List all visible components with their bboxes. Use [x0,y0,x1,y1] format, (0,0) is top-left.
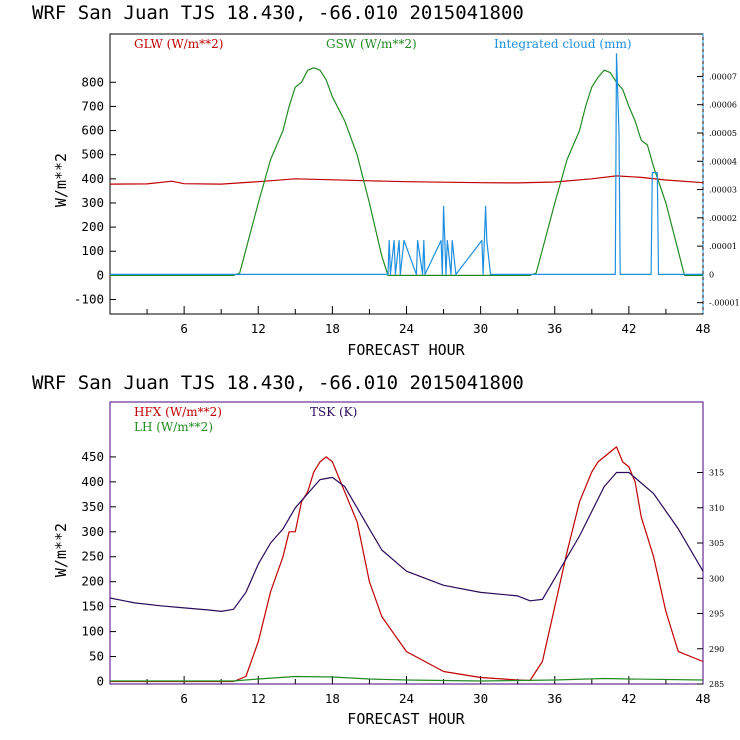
x-tick-label: 24 [399,321,414,336]
x-tick-label: 6 [180,321,188,336]
y-tick-label: 400 [81,474,104,489]
y-tick-label: 100 [81,243,104,258]
legend-item: Integrated cloud (mm) [494,37,632,51]
right-tick-label: 0 [709,270,714,279]
right-tick-label: .00005 [709,129,737,138]
y-tick-label: 300 [81,524,104,539]
right-tick-label: .00002 [709,214,737,223]
x-tick-label: 24 [399,691,414,706]
right-tick-label: .00004 [709,157,737,166]
series-gsw-line [110,67,703,276]
x-tick-label: 42 [621,691,636,706]
y-tick-labels: -100 0 100 200 300 400 500 600 700 800 [74,74,116,307]
x-tick-label: 6 [180,691,188,706]
legend-item: TSK (K) [310,405,357,419]
x-tick-label: 48 [695,691,710,706]
x-tick-label: 12 [251,321,266,336]
x-tick-label: 18 [325,691,340,706]
right-tick-label: .00001 [709,242,737,251]
y-tick-label: 350 [81,499,104,514]
y-tick-label: 700 [81,98,104,113]
series-hfx-line [110,446,704,683]
x-tick-label: 18 [325,321,340,336]
right-tick-label: 295 [709,610,724,619]
legend-item: LH (W/m**2) [134,420,213,434]
series-lh-line [110,675,704,682]
right-tick-labels: .00007 .00006 .00005 .00004 .00003 .00002 .000… [697,72,740,308]
right-tick-label: 285 [709,680,724,689]
x-tick-label: 12 [251,691,266,706]
y-tick-label: 0 [96,674,104,689]
plot-frame [109,33,704,315]
y-axis-label: W/m**2 [52,153,70,207]
series-group [109,446,704,683]
chart-title: WRF San Juan TJS 18.430, -66.010 2015041… [32,372,524,394]
chart-bottom: WRF San Juan TJS 18.430, -66.010 2015041… [32,372,724,728]
plot-frame [109,401,704,685]
x-tick-labels: 6 12 18 24 30 36 42 48 [146,676,711,706]
series-glw-line [109,175,704,185]
y-tick-label: 500 [81,147,104,162]
series-group [109,53,704,276]
x-tick-labels: 6 12 18 24 30 36 42 48 [146,306,711,336]
right-tick-label: 315 [709,469,724,478]
legend-item: HFX (W/m**2) [134,405,222,419]
right-tick-label: .00007 [709,72,737,81]
x-tick-label: 36 [547,321,562,336]
legend-item: GSW (W/m**2) [326,37,417,51]
right-tick-label: .00006 [709,101,737,110]
y-tick-label: 800 [81,74,104,89]
y-tick-label: 250 [81,549,104,564]
y-tick-label: 200 [81,219,104,234]
right-tick-label: 290 [709,645,724,654]
series-tsk-line [109,471,704,613]
legend-item: GLW (W/m**2) [134,37,223,51]
right-tick-labels: 285 290 295 300 305 310 315 [697,469,724,689]
y-tick-label: 100 [81,624,104,639]
x-tick-label: 48 [695,321,710,336]
right-tick-label: -.00001 [709,299,740,308]
y-tick-label: 0 [96,267,104,282]
y-tick-label: 50 [89,649,104,664]
right-tick-label: .00003 [709,186,737,195]
series-integrated-line [110,53,703,275]
y-tick-label: 300 [81,195,104,210]
x-tick-label: 30 [473,321,488,336]
x-tick-label: 30 [473,691,488,706]
y-tick-label: -100 [74,292,104,307]
right-tick-label: 310 [709,504,724,513]
y-tick-label: 600 [81,123,104,138]
y-tick-label: 400 [81,171,104,186]
x-tick-label: 36 [547,691,562,706]
right-tick-label: 305 [709,539,724,548]
y-tick-label: 150 [81,599,104,614]
x-axis-label: FORECAST HOUR [347,710,465,728]
y-tick-label: 200 [81,574,104,589]
y-axis-label: W/m**2 [52,523,70,577]
x-tick-label: 42 [621,321,636,336]
y-tick-labels: 0 50 100 150 200 250 300 350 400 450 [81,449,116,689]
chart-title: WRF San Juan TJS 18.430, -66.010 2015041… [32,2,524,24]
chart-top: WRF San Juan TJS 18.430, -66.010 2015041… [32,2,740,359]
y-tick-label: 450 [81,449,104,464]
x-axis-label: FORECAST HOUR [347,341,465,359]
right-tick-label: 300 [709,574,724,583]
